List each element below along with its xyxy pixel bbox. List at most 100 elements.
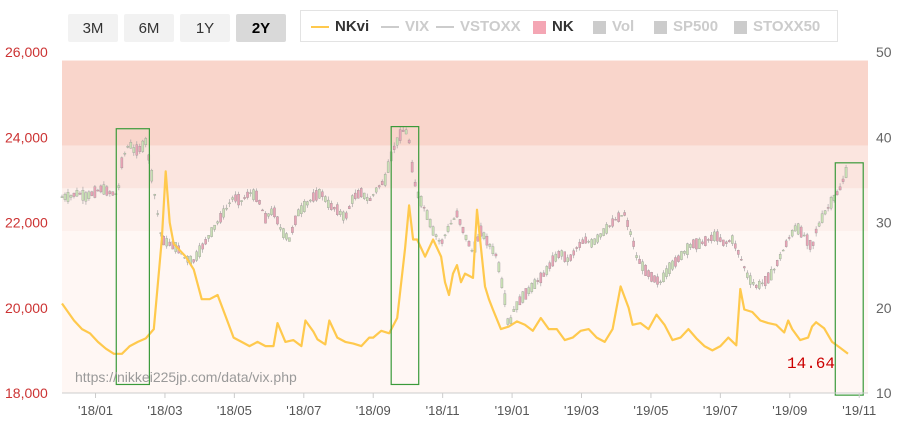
nk-candle [698,238,701,249]
legend-swatch-vstoxx [436,26,454,29]
nk-candle [766,272,770,284]
range-3m-button[interactable]: 3M [68,14,118,42]
nk-candle [276,216,279,225]
nk-candle [548,262,552,269]
nk-candle [515,301,519,310]
nk-candle [225,207,228,210]
nk-candle [333,207,336,210]
band-0 [62,60,868,146]
nk-candle [491,246,495,255]
nk-candle [482,232,486,239]
nk-candle [201,243,204,250]
legend-label-sp500: SP500 [673,18,719,35]
nk-candle [461,226,465,233]
nk-candle [524,288,528,300]
legend-item-sp500[interactable]: SP500 [654,17,718,37]
left-axis-tick-label: 22,000 [5,215,48,231]
x-axis-tick-label: '18/09 [356,403,391,418]
range-2y-button[interactable]: 2Y [236,14,286,42]
nk-candle [614,219,617,221]
nk-candle [677,255,680,262]
nk-candle [78,192,82,195]
nk-candle [303,201,306,212]
nk-candle [659,281,662,284]
nk-candle [237,194,240,206]
nk-candle [566,257,569,263]
legend-item-nk[interactable]: NK [533,17,574,37]
nk-candle [425,210,429,220]
nk-candle [249,192,252,194]
band-2 [62,188,868,232]
nk-candle [814,228,818,234]
nk-candle [63,193,67,200]
nk-candle [764,276,767,287]
nk-candle [264,212,267,224]
nk-candle [258,200,261,205]
nk-candle [141,140,145,152]
nk-candle [716,231,719,242]
nk-candle [368,198,372,202]
nk-candle [458,219,462,225]
nk-candle [294,215,297,225]
nk-candle [210,227,213,237]
nk-candle [536,280,540,282]
nk-candle [554,253,558,262]
left-axis-tick-label: 20,000 [5,300,48,316]
legend-item-vix[interactable]: VIX [381,17,429,37]
nk-candle [72,192,76,197]
right-axis-tick-label: 20 [876,300,892,316]
nk-candle [339,210,342,215]
nk-candle [452,218,456,220]
nk-candle [518,296,522,306]
nk-candle [623,212,626,216]
nk-candle [261,209,264,212]
nk-candle [668,262,671,274]
nk-candle [395,137,399,146]
legend-item-vstoxx[interactable]: VSTOXX [436,17,521,37]
range-1y-button[interactable]: 1Y [180,14,230,42]
legend-item-vol[interactable]: Vol [593,17,634,37]
legend-item-nkvi[interactable]: NKvi [311,17,369,37]
nk-candle [662,272,665,283]
nk-candle [228,202,231,205]
nk-candle [279,227,282,230]
nk-candle [66,192,70,202]
nk-candle [270,208,273,215]
x-axis-tick-label: '18/03 [147,403,182,418]
legend-item-stoxx50[interactable]: STOXX50 [734,17,820,37]
nk-candle [674,257,677,267]
nk-candle [593,238,596,245]
nk-candle [557,251,561,258]
nk-candle [150,169,154,182]
nk-candle [602,228,605,236]
nk-candle [811,241,815,246]
nk-candle [509,317,513,324]
nk-candle [87,191,91,199]
nk-candle [632,240,635,247]
nk-candle [605,224,608,234]
nk-candle [808,240,812,250]
nk-candle [769,269,773,281]
nk-candle [60,196,64,198]
nk-candle [796,223,800,235]
range-6m-button[interactable]: 6M [124,14,174,42]
x-axis-tick-label: '19/03 [564,403,599,418]
nk-candle [823,210,827,215]
nk-candle [802,234,806,237]
nk-candle [787,237,791,239]
nk-candle [288,237,291,242]
nk-candle [449,222,453,225]
nk-candle [671,260,674,270]
nk-candle [740,259,743,261]
nk-candle [746,272,749,278]
legend-swatch-stoxx50 [734,20,747,34]
right-axis-tick-label: 50 [876,44,892,60]
nk-candle [291,227,294,233]
last-value-label: 14.64 [787,355,836,373]
nk-candle [81,190,85,201]
nk-candle [683,251,686,254]
right-axis: 50 40 30 20 10 [876,44,892,401]
left-axis: 26,000 24,000 22,000 20,000 18,000 [5,44,48,401]
nk-candle [422,207,426,209]
x-axis-tick-label: '19/05 [633,403,668,418]
